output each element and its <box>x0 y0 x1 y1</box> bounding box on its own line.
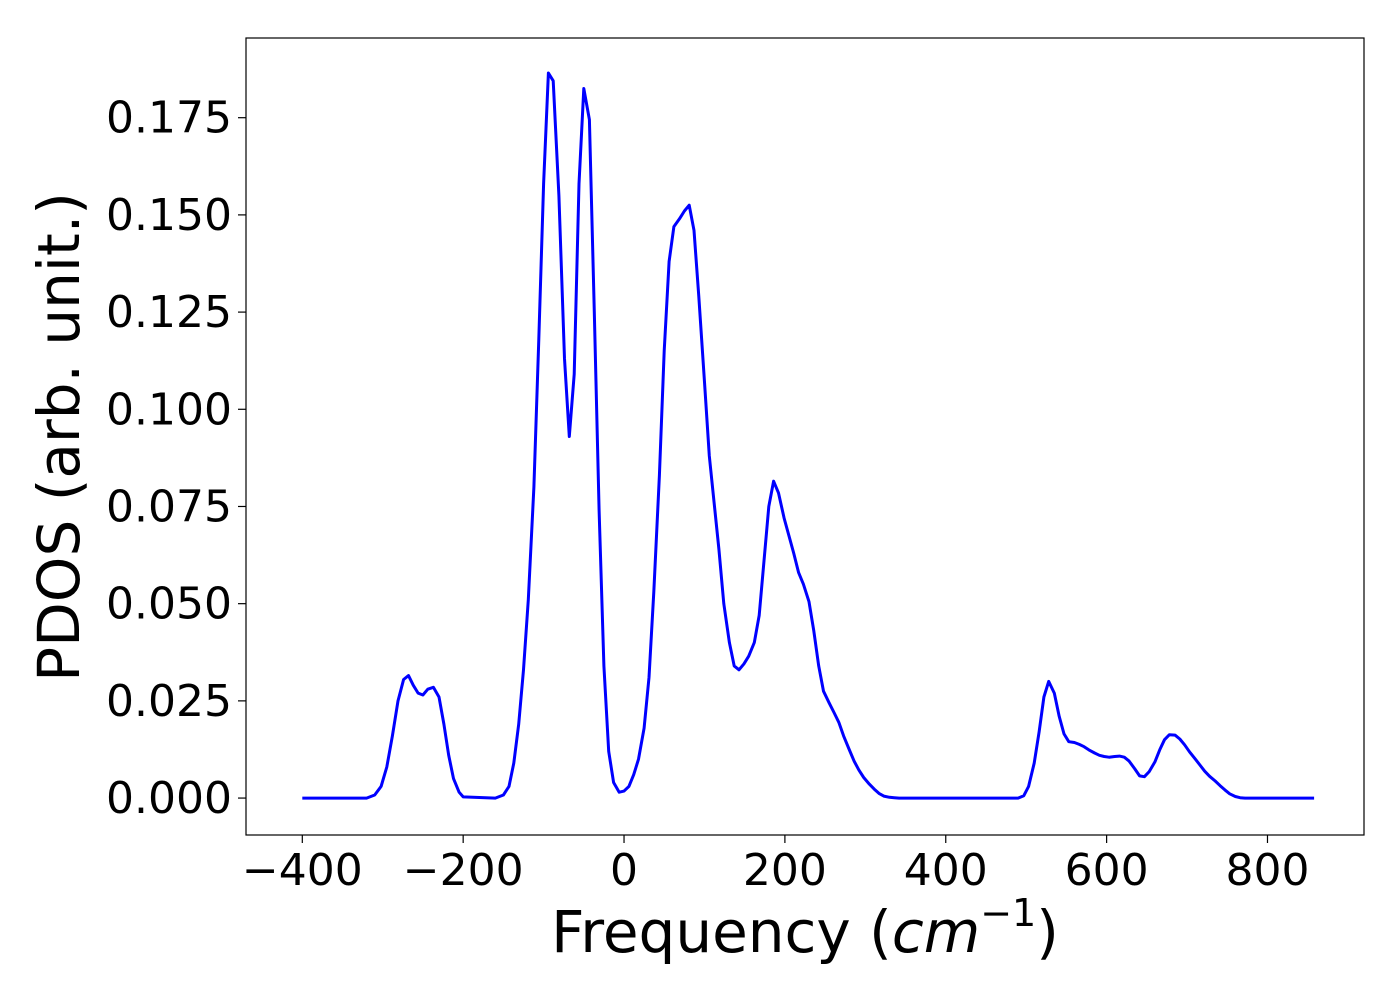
y-axis-label: PDOS (arb. unit.) <box>25 192 93 682</box>
y-tick-label: 0.150 <box>106 190 232 241</box>
y-tick-label: 0.125 <box>106 287 232 338</box>
x-tick-label: 400 <box>904 845 988 896</box>
plot-area <box>245 37 1365 836</box>
plot-frame <box>245 37 1365 836</box>
x-axis-ticks: −400 −200 0 200 400 600 800 <box>242 835 1309 896</box>
y-tick-label: 0.075 <box>106 481 232 532</box>
x-tick-label: 200 <box>743 845 827 896</box>
x-tick-label: −200 <box>403 845 524 896</box>
x-tick-label: 800 <box>1225 845 1309 896</box>
x-tick-label: 0 <box>610 845 638 896</box>
pdos-line <box>302 71 1315 800</box>
y-axis-ticks: 0.000 0.025 0.050 0.075 0.100 0.125 0.150 0.175 <box>106 93 246 824</box>
y-tick-label: 0.000 <box>106 773 232 824</box>
y-tick-label: 0.100 <box>106 384 232 435</box>
x-axis-label: Frequency (cm−1) <box>551 891 1059 966</box>
y-tick-label: 0.175 <box>106 93 232 144</box>
x-tick-label: 600 <box>1065 845 1149 896</box>
y-tick-label: 0.050 <box>106 579 232 630</box>
y-tick-label: 0.025 <box>106 676 232 727</box>
x-tick-label: −400 <box>242 845 363 896</box>
